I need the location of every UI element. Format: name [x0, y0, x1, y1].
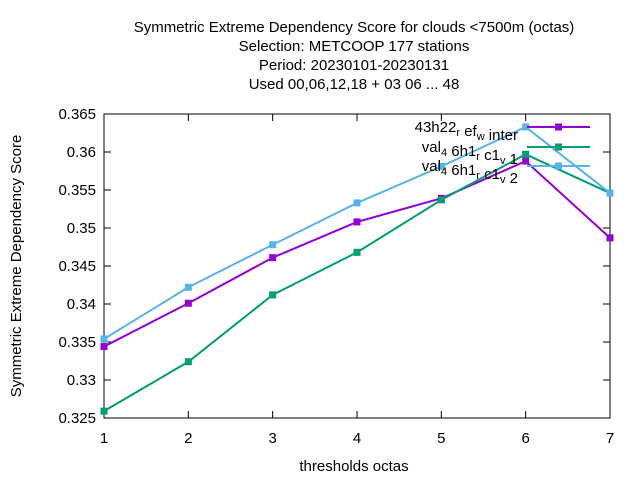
data-point	[100, 335, 108, 343]
data-point	[184, 283, 192, 291]
data-point	[606, 234, 614, 242]
data-point	[269, 291, 277, 299]
y-tick-label: 0.35	[67, 220, 96, 237]
data-point	[437, 196, 445, 204]
y-tick-label: 0.33	[67, 372, 96, 389]
x-tick-label: 7	[606, 430, 614, 447]
series-group	[100, 123, 614, 415]
y-tick-label: 0.325	[58, 410, 96, 427]
y-tick-label: 0.345	[58, 258, 96, 275]
title-line-4: Used 00,06,12,18 + 03 06 ... 48	[249, 76, 460, 93]
legend-label: 43h22r efw inter	[415, 119, 518, 144]
data-point	[100, 343, 108, 351]
legend-entry: 43h22r efw inter	[415, 119, 590, 144]
y-tick-label: 0.34	[67, 296, 96, 313]
legend-entry: val4 6h1r c1v 2	[422, 158, 590, 187]
title-line-1: Symmetric Extreme Dependency Score for c…	[134, 19, 575, 36]
x-tick-label: 6	[521, 430, 529, 447]
series-3	[100, 123, 614, 343]
x-tick-label: 4	[353, 430, 361, 447]
y-axis-label: Symmetric Extreme Dependency Score	[8, 135, 25, 398]
plot-area-border	[103, 113, 611, 419]
x-tick-label: 3	[268, 430, 276, 447]
chart-title: Symmetric Extreme Dependency Score for c…	[134, 19, 575, 93]
x-tick-label: 1	[100, 430, 108, 447]
y-axis-ticks: 0.325 0.33 0.335 0.34 0.345 0.35 0.355 0.36 0.36…	[58, 106, 610, 427]
legend-entry: val4 6h1r c1v 1	[422, 139, 590, 168]
data-point	[100, 407, 108, 415]
legend-swatch-point	[555, 162, 562, 170]
data-point	[184, 358, 192, 366]
title-line-3: Period: 20230101-20230131	[259, 57, 449, 74]
x-tick-label: 5	[437, 430, 445, 447]
data-point	[269, 254, 277, 262]
data-point	[522, 157, 530, 165]
series-2	[100, 150, 614, 415]
data-point	[353, 248, 361, 256]
x-axis-ticks: 1 2 3 4 5 6 7	[100, 114, 614, 447]
data-point	[269, 241, 277, 249]
data-point	[522, 150, 530, 158]
data-point	[353, 218, 361, 226]
x-axis-label: thresholds octas	[299, 458, 408, 475]
y-tick-label: 0.36	[67, 144, 96, 161]
legend-swatch-point	[555, 143, 562, 151]
data-point	[522, 123, 530, 131]
data-point	[184, 299, 192, 307]
y-tick-label: 0.335	[58, 334, 96, 351]
legend-label: val4 6h1r c1v 2	[422, 158, 518, 187]
legend-swatch-point	[555, 123, 562, 131]
title-line-2: Selection: METCOOP 177 stations	[239, 38, 470, 55]
y-tick-label: 0.355	[58, 182, 96, 199]
data-point	[437, 162, 445, 170]
x-tick-label: 2	[184, 430, 192, 447]
data-point	[353, 199, 361, 207]
y-tick-label: 0.365	[58, 106, 96, 123]
series-line	[103, 153, 611, 413]
legend-label: val4 6h1r c1v 1	[422, 139, 518, 168]
data-point	[606, 189, 614, 197]
